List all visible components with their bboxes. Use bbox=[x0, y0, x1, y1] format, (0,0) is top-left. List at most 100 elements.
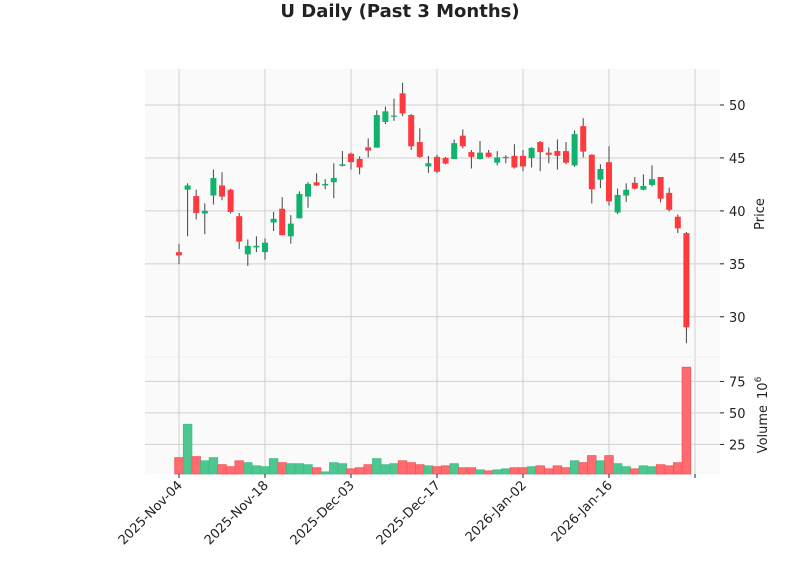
volume-bar bbox=[509, 467, 520, 475]
price-tick-label: 30 bbox=[729, 311, 746, 326]
volume-bar bbox=[286, 463, 296, 475]
candle-up bbox=[322, 183, 329, 186]
volume-bar bbox=[243, 462, 253, 475]
candle-up bbox=[425, 163, 432, 167]
volume-bar bbox=[200, 460, 210, 475]
volume-bar bbox=[415, 464, 425, 475]
volume-tick-label: 25 bbox=[729, 438, 746, 453]
candle-up bbox=[339, 164, 346, 166]
volume-unit: 10 bbox=[756, 382, 771, 399]
candle-down bbox=[554, 151, 561, 156]
x-tick-label: 2025-Dec-17 bbox=[374, 478, 444, 548]
candle-down bbox=[348, 153, 354, 163]
candle-down bbox=[365, 147, 372, 151]
candle-up bbox=[477, 152, 483, 159]
volume-tick-label: 50 bbox=[729, 407, 746, 422]
volume-bar bbox=[673, 462, 683, 475]
volume-panel bbox=[145, 357, 720, 474]
volume-bar bbox=[604, 455, 614, 475]
volume-unit-exponent: 6 bbox=[754, 376, 764, 382]
price-panel bbox=[145, 69, 720, 357]
candle-up bbox=[201, 210, 208, 214]
price-tick-label: 40 bbox=[729, 205, 746, 220]
candle-down bbox=[399, 93, 406, 114]
candle-down bbox=[545, 152, 552, 155]
chart-title: U Daily (Past 3 Months) bbox=[280, 1, 519, 22]
candle-up bbox=[451, 143, 458, 159]
volume-bar bbox=[380, 464, 391, 475]
volume-bar bbox=[225, 466, 236, 475]
volume-bar bbox=[208, 457, 219, 475]
x-tick-label: 2026-Jan-02 bbox=[463, 478, 530, 545]
volume-bar bbox=[681, 366, 692, 475]
volume-bar bbox=[354, 467, 365, 475]
candle-up bbox=[373, 115, 380, 148]
volume-bar bbox=[268, 458, 279, 475]
volume-bar bbox=[595, 460, 606, 475]
volume-bar bbox=[389, 463, 399, 475]
volume-bar bbox=[544, 468, 554, 475]
candle-down bbox=[666, 192, 673, 210]
volume-bar bbox=[655, 464, 666, 475]
candle-up bbox=[571, 134, 578, 166]
volume-bar bbox=[406, 462, 416, 475]
grid-lines bbox=[145, 69, 720, 474]
volume-bar bbox=[475, 469, 485, 475]
volume-bar bbox=[440, 465, 451, 475]
volume-bar bbox=[630, 468, 640, 475]
candle-down bbox=[657, 177, 664, 199]
candle-up bbox=[210, 178, 217, 196]
candle-up bbox=[296, 193, 303, 219]
candle-down bbox=[219, 185, 225, 197]
price-tick-label: 35 bbox=[729, 258, 746, 273]
candle-down bbox=[588, 154, 595, 190]
candle-up bbox=[244, 245, 251, 255]
volume-bar bbox=[569, 460, 580, 475]
volume-bar bbox=[621, 466, 631, 475]
volume-bar bbox=[329, 462, 339, 475]
candle-down bbox=[176, 252, 182, 256]
candle-up bbox=[494, 157, 501, 163]
volume-bar bbox=[535, 465, 545, 475]
x-tick-label: 2025-Nov-04 bbox=[116, 478, 186, 548]
candle-up bbox=[262, 242, 268, 253]
candle-up bbox=[305, 183, 311, 197]
volume-bar bbox=[277, 462, 287, 475]
volume-bar bbox=[647, 466, 657, 475]
volume-bar bbox=[578, 462, 588, 475]
candle-down bbox=[193, 196, 200, 213]
volume-bar bbox=[372, 458, 382, 475]
volume-bar bbox=[174, 457, 184, 475]
candle-up bbox=[597, 169, 604, 180]
candle-up bbox=[382, 111, 389, 122]
candle-down bbox=[520, 155, 526, 167]
price-tick-label: 45 bbox=[729, 152, 746, 167]
volume-bar bbox=[423, 465, 434, 475]
candle-up bbox=[649, 179, 655, 185]
candle-up bbox=[253, 245, 260, 248]
volume-bar bbox=[251, 465, 262, 475]
x-tick-label: 2025-Dec-03 bbox=[288, 478, 358, 548]
candle-down bbox=[227, 189, 234, 212]
volume-bar bbox=[612, 463, 623, 475]
x-tick-label: 2026-Jan-16 bbox=[549, 478, 616, 545]
candle-down bbox=[279, 208, 286, 236]
volume-bar bbox=[294, 463, 305, 475]
volume-bar bbox=[337, 463, 348, 475]
volume-bar bbox=[346, 468, 356, 475]
volume-bar bbox=[432, 466, 442, 475]
candle-up bbox=[270, 218, 277, 223]
candle-up bbox=[614, 195, 621, 213]
candle-down bbox=[236, 216, 243, 242]
volume-axis-label: Volume 106 bbox=[754, 376, 771, 453]
volume-bar bbox=[587, 455, 597, 475]
volume-bar bbox=[518, 467, 528, 475]
candle-down bbox=[580, 126, 587, 152]
candle-down bbox=[459, 135, 466, 147]
candle-down bbox=[563, 151, 569, 163]
candle-down bbox=[416, 142, 423, 157]
volume-bars bbox=[174, 366, 692, 475]
volume-bar bbox=[501, 468, 511, 475]
candle-down bbox=[408, 115, 415, 147]
candle-up bbox=[287, 223, 294, 237]
